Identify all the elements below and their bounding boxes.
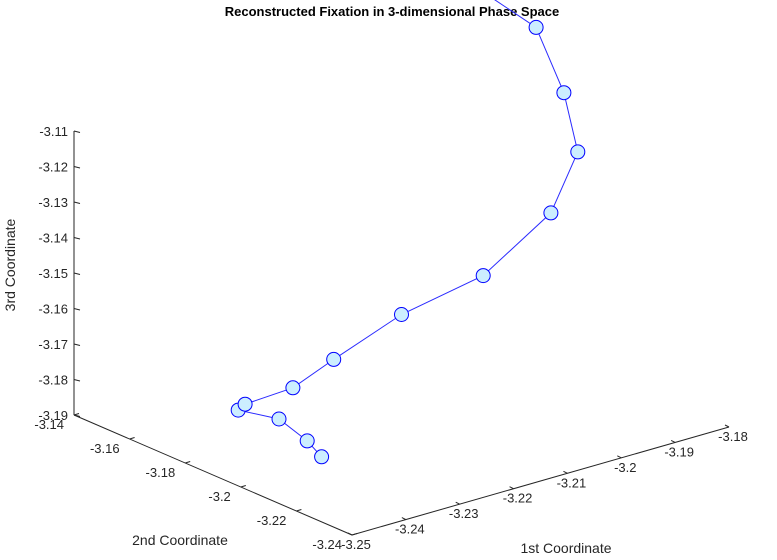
- x-tick-mark: [670, 439, 676, 443]
- data-point: [570, 144, 586, 160]
- x-tick-label: -3.2: [614, 460, 636, 475]
- chart-title: Reconstructed Fixation in 3-dimensional …: [225, 4, 559, 19]
- y-tick-label: -3.16: [90, 441, 120, 456]
- y-tick-label: -3.14: [34, 417, 64, 432]
- y-axis-label: 2nd Coordinate: [132, 532, 228, 548]
- data-point: [271, 411, 287, 427]
- x-tick-mark: [563, 470, 568, 474]
- y-tick-mark: [185, 461, 191, 464]
- z-tick-label: -3.13: [38, 195, 68, 210]
- z-tick-label: -3.19: [38, 408, 68, 423]
- data-point: [543, 205, 559, 221]
- y-tick-label: -3.22: [257, 513, 287, 528]
- y-tick-label: -3.18: [146, 465, 176, 480]
- data-series: [230, 0, 586, 465]
- x-tick-mark: [347, 532, 353, 536]
- z-tick-label: -3.14: [38, 231, 68, 246]
- x-tick-mark: [724, 424, 730, 428]
- x-tick-label: -3.18: [718, 429, 748, 444]
- x-tick-mark: [509, 486, 514, 490]
- data-point: [528, 19, 544, 35]
- z-tick-label: -3.17: [38, 337, 68, 352]
- z-tick-mark: [73, 343, 81, 346]
- data-point: [285, 380, 301, 396]
- z-tick-label: -3.18: [38, 373, 68, 388]
- y-tick-label: -3.24: [312, 537, 342, 552]
- y-axis-line: [73, 414, 353, 536]
- z-tick-label: -3.11: [39, 124, 68, 139]
- z-tick-mark: [73, 272, 81, 275]
- x-axis-label: 1st Coordinate: [520, 540, 611, 556]
- z-tick-label: -3.15: [38, 266, 68, 281]
- z-tick-mark: [73, 379, 81, 382]
- tick-labels: -3.25-3.24-3.23-3.22-3.21-3.2-3.19-3.18-…: [34, 124, 747, 552]
- x-axis-line: [351, 426, 730, 536]
- z-tick-mark: [73, 414, 81, 417]
- z-axis-label: 3rd Coordinate: [2, 218, 18, 311]
- series-line: [237, 0, 579, 458]
- data-point: [326, 351, 342, 367]
- data-point: [475, 268, 491, 284]
- z-tick-label: -3.12: [38, 160, 68, 175]
- x-tick-label: -3.22: [503, 491, 533, 506]
- data-point: [299, 433, 315, 449]
- y-tick-mark: [296, 509, 302, 512]
- y-tick-mark: [129, 437, 135, 440]
- data-point: [314, 449, 330, 465]
- z-tick-mark: [73, 201, 81, 204]
- x-tick-mark: [401, 517, 407, 521]
- y-tick-mark: [240, 485, 246, 488]
- x-tick-label: -3.23: [449, 506, 479, 521]
- z-tick-mark: [73, 166, 81, 169]
- z-tick-mark: [73, 308, 81, 311]
- x-tick-mark: [617, 455, 622, 459]
- data-point: [556, 85, 572, 101]
- z-tick-label: -3.16: [38, 302, 68, 317]
- x-tick-mark: [455, 501, 460, 505]
- y-tick-label: -3.2: [208, 489, 230, 504]
- x-tick-label: -3.25: [341, 537, 371, 552]
- y-tick-mark: [351, 533, 358, 536]
- data-point: [394, 307, 409, 322]
- x-tick-label: -3.21: [557, 475, 587, 490]
- z-tick-mark: [73, 237, 81, 240]
- x-tick-label: -3.24: [395, 522, 425, 537]
- data-point: [237, 396, 253, 412]
- x-tick-label: -3.19: [664, 444, 694, 459]
- z-tick-mark: [73, 130, 81, 133]
